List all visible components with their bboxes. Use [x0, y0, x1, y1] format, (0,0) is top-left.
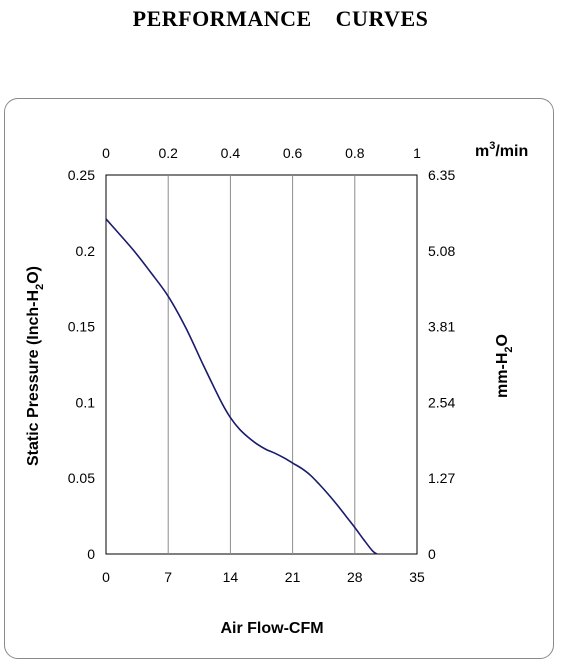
top-axis-tick-label: 0.2: [158, 145, 178, 161]
top-axis-tick-label: 0.4: [221, 145, 241, 161]
x-tick-label: 7: [164, 569, 172, 585]
y-tick-label: 0.2: [76, 243, 96, 259]
top-axis-unit-label: m3/min: [475, 140, 528, 160]
right-axis-tick-label: 3.81: [428, 319, 455, 335]
left-axis-label: Static Pressure (Inch-H2O): [25, 266, 46, 466]
y-tick-label: 0.25: [68, 167, 95, 183]
top-axis-unit-main: m: [475, 143, 489, 160]
y-tick-label: 0.05: [68, 470, 95, 486]
x-axis-label: Air Flow-CFM: [220, 620, 323, 637]
right-axis-tick-label: 1.27: [428, 470, 455, 486]
x-tick-label: 28: [347, 569, 363, 585]
x-tick-label: 14: [223, 569, 239, 585]
right-axis-label: mm-H2O: [494, 334, 515, 398]
top-axis-unit-end: /min: [495, 143, 528, 160]
x-tick-label: 21: [285, 569, 301, 585]
top-axis-unit-sup: 3: [489, 140, 495, 152]
chart-panel: [4, 98, 554, 659]
right-axis-tick-label: 2.54: [428, 394, 455, 410]
grid-lines: [167, 175, 356, 554]
top-axis-tick-label: 0.8: [345, 145, 365, 161]
tick-labels: 0 7 14 21 28 350 0.2 0.4 0.6 0.8 100.050.10.150.20…: [68, 145, 456, 585]
left-axis-label-end: O): [25, 266, 42, 284]
y-tick-label: 0.1: [76, 394, 96, 410]
plot-frame: [105, 174, 418, 555]
performance-curve-line: [105, 218, 378, 555]
curve-layer: [105, 218, 378, 555]
x-tick-label: 35: [409, 569, 425, 585]
right-axis-tick-label: 0: [428, 546, 436, 562]
chart-title: PERFORMANCE CURVES: [132, 6, 429, 31]
top-axis-tick-label: 1: [413, 145, 421, 161]
right-axis-tick-label: 5.08: [428, 243, 455, 259]
right-axis-tick-label: 6.35: [428, 167, 455, 183]
right-axis-label-end: O: [494, 334, 511, 346]
right-axis-label-sub: 2: [503, 346, 515, 352]
top-axis-tick-label: 0: [102, 145, 110, 161]
x-tick-label: 0: [102, 569, 110, 585]
top-axis-tick-label: 0.6: [283, 145, 303, 161]
y-tick-label: 0.15: [68, 319, 95, 335]
right-axis-label-main: mm-H: [494, 353, 511, 398]
y-tick-label: 0: [87, 546, 95, 562]
left-axis-label-sub: 2: [34, 284, 46, 290]
left-axis-label-main: Static Pressure (Inch-H: [25, 290, 42, 466]
